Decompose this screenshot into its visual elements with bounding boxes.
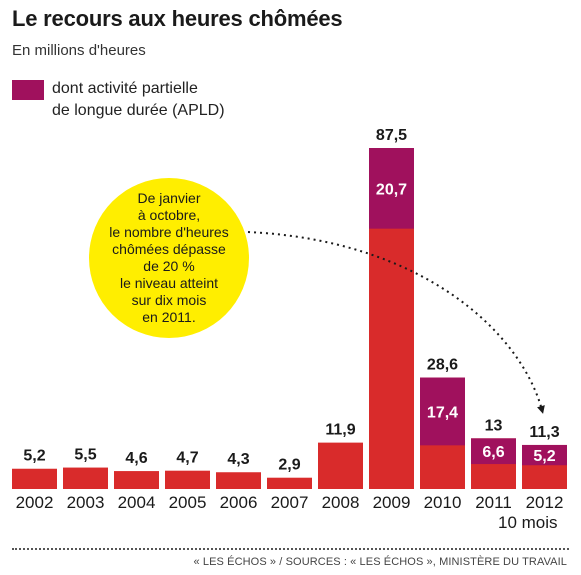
- bar-total-2002: [12, 468, 57, 489]
- year-label-2002: 2002: [16, 493, 54, 512]
- bar-apld-2010: [420, 377, 465, 446]
- bar-total-2008: [318, 442, 363, 489]
- year-label-2010: 2010: [424, 493, 462, 512]
- apld-label-2009: 20,7: [376, 181, 407, 198]
- bar-total-2006: [216, 472, 261, 489]
- apld-label-2011: 6,6: [482, 444, 504, 461]
- callout-bubble: De janvier à octobre, le nombre d'heures…: [89, 178, 249, 338]
- year-label-2004: 2004: [118, 493, 156, 512]
- year-label-2005: 2005: [169, 493, 207, 512]
- callout-text: De janvier à octobre, le nombre d'heures…: [109, 190, 229, 325]
- total-label-2012: 11,3: [529, 424, 559, 441]
- total-label-2010: 28,6: [427, 357, 458, 374]
- year-label-2008: 2008: [322, 493, 360, 512]
- legend-label-apld: dont activité partielle de longue durée …: [52, 80, 225, 119]
- chart-title: Le recours aux heures chômées: [12, 6, 343, 31]
- bar-apld-2009: [369, 148, 414, 229]
- bar-total-2004: [114, 471, 159, 489]
- total-label-2006: 4,3: [227, 451, 249, 468]
- total-label-2002: 5,2: [23, 448, 45, 465]
- source-credit: « LES ÉCHOS » / SOURCES : « LES ÉCHOS »,…: [193, 556, 567, 568]
- apld-label-2010: 17,4: [427, 404, 458, 421]
- bar-total-2007: [267, 477, 312, 489]
- bar-total-2003: [63, 467, 108, 489]
- year-label-2003: 2003: [67, 493, 105, 512]
- bar-apld-2011: [471, 438, 516, 465]
- year-note-10-mois: 10 mois: [498, 513, 558, 532]
- apld-label-2012: 5,2: [533, 448, 555, 465]
- year-label-2007: 2007: [271, 493, 309, 512]
- total-label-2005: 4,7: [176, 450, 198, 467]
- year-label-2011: 2011: [475, 493, 512, 512]
- total-label-2011: 13: [485, 417, 503, 434]
- total-label-2004: 4,6: [125, 450, 147, 467]
- year-label-2012: 2012: [526, 493, 564, 512]
- bars-group: 5,2 2002 5,5 2003 4,6 2004 4,7 2005 4,3 2006 2,9 20…: [12, 127, 567, 512]
- bar-apld-2012: [522, 444, 567, 466]
- chart-subtitle: En millions d'heures: [12, 42, 146, 59]
- legend-swatch-apld: [12, 80, 44, 100]
- year-label-2009: 2009: [373, 493, 411, 512]
- year-label-2006: 2006: [220, 493, 258, 512]
- callout-arrow: [247, 231, 545, 414]
- bar-total-2005: [165, 470, 210, 489]
- total-label-2009: 87,5: [376, 127, 407, 144]
- total-label-2007: 2,9: [278, 457, 300, 474]
- footer-separator: [12, 548, 569, 550]
- total-label-2008: 11,9: [325, 422, 355, 439]
- total-label-2003: 5,5: [74, 447, 96, 464]
